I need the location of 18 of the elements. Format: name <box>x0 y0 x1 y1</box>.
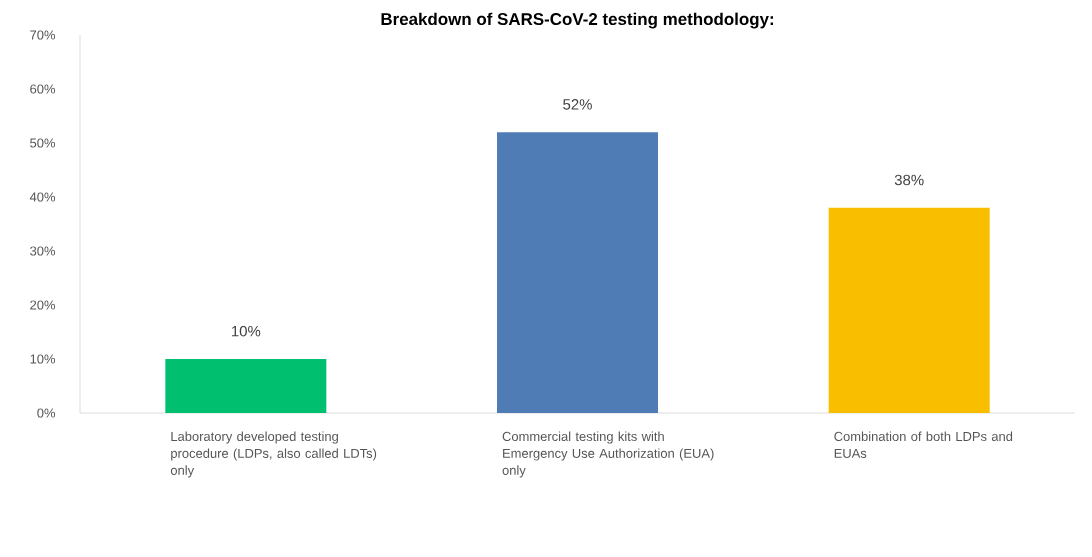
y-tick-label: 60% <box>30 84 56 94</box>
y-tick-label: 30% <box>30 246 56 256</box>
x-tick-label: Laboratory developed testing procedure (LDPs, also called LDTs) only <box>170 431 377 478</box>
y-tick-label: 40% <box>29 192 56 202</box>
data-label: 10% <box>232 325 261 337</box>
y-tick-label: 20% <box>30 300 56 310</box>
y-tick-label: 70% <box>30 30 56 40</box>
x-tick-label: Commercial testing kits with Emergency Use Authorization (EUA) only <box>502 431 714 478</box>
y-tick-label: 50% <box>30 138 56 148</box>
y-tick-label: 0% <box>37 408 56 418</box>
data-label: 38% <box>894 174 924 186</box>
chart-title: Breakdown of SARS-CoV-2 testing methodology: <box>381 12 774 29</box>
data-label: 52% <box>563 99 592 110</box>
y-tick-label: 10% <box>30 354 56 364</box>
bar <box>165 358 327 413</box>
x-tick-label: Combination of both LDPs and EUAs <box>834 431 1013 458</box>
bar <box>497 132 659 413</box>
bar <box>828 207 990 413</box>
